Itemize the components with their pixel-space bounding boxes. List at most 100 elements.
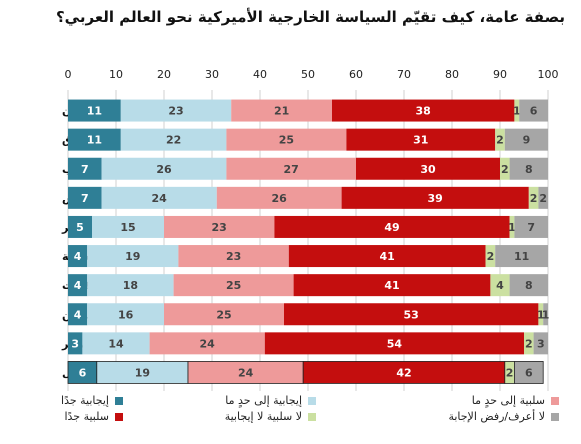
data-label: 41 <box>384 279 399 292</box>
x-tick-label: 70 <box>397 68 411 81</box>
data-label: 27 <box>284 163 299 176</box>
data-label: 19 <box>135 366 150 379</box>
data-label: 1 <box>513 105 521 118</box>
bar-segment <box>538 186 548 209</box>
bar-segment <box>178 245 289 268</box>
bar-segment <box>149 332 265 355</box>
data-label: 15 <box>120 221 135 234</box>
data-label: 23 <box>168 105 183 118</box>
data-label: 2 <box>539 192 547 205</box>
bar-segment <box>68 303 88 326</box>
data-label: 25 <box>279 134 294 147</box>
data-label: 8 <box>525 163 533 176</box>
x-tick-label: 50 <box>301 68 315 81</box>
bar-segment <box>68 157 102 180</box>
bar-segment <box>82 332 150 355</box>
data-label: 6 <box>530 105 538 118</box>
bar-segment <box>288 245 486 268</box>
data-label: 1 <box>542 308 550 321</box>
bar-segment <box>538 303 544 326</box>
bar-segment <box>509 274 548 297</box>
bar-segment <box>68 274 88 297</box>
bar-segment <box>528 186 539 209</box>
bar-segment <box>120 128 227 151</box>
data-label: 23 <box>226 250 241 263</box>
data-label: 24 <box>152 192 168 205</box>
bar-segment <box>101 186 217 209</box>
bar-segment <box>68 332 83 355</box>
data-label: 7 <box>527 221 535 234</box>
bar-segment <box>509 215 515 238</box>
bar-segment <box>514 215 548 238</box>
data-label: 2 <box>496 134 504 147</box>
data-label: 4 <box>74 308 82 321</box>
data-label: 2 <box>530 192 538 205</box>
data-label: 16 <box>118 308 134 321</box>
bar-segment <box>231 99 332 122</box>
bar-segment <box>274 215 510 238</box>
bar-segment <box>533 332 548 355</box>
bar-segment <box>341 186 529 209</box>
x-tick-label: 0 <box>65 68 72 81</box>
data-label: 7 <box>81 192 89 205</box>
data-label: 25 <box>226 279 241 292</box>
bar-segment <box>524 332 534 355</box>
data-label: 24 <box>200 337 216 350</box>
bar-segment <box>68 245 88 268</box>
bar-segment <box>216 186 342 209</box>
data-label: 14 <box>108 337 124 350</box>
bar-segment <box>264 332 524 355</box>
bar-segment <box>68 215 92 238</box>
x-tick-label: 20 <box>157 68 171 81</box>
bar-segment <box>514 99 520 122</box>
bar-segment <box>485 245 496 268</box>
bar-segment <box>346 128 496 151</box>
bar-segment <box>519 99 548 122</box>
bar-segment <box>293 274 491 297</box>
bar-segment <box>500 157 510 180</box>
data-label: 6 <box>525 366 533 379</box>
data-label: 4 <box>496 279 504 292</box>
bar-segment <box>173 274 294 297</box>
bar-segment <box>164 303 284 326</box>
bar-segment <box>87 303 164 326</box>
bar-segment <box>164 215 275 238</box>
bar-segment <box>495 128 505 151</box>
data-label: 26 <box>272 192 288 205</box>
data-label: 24 <box>238 366 254 379</box>
chart-title: بصفة عامة، كيف تقيّم السياسة الخارجية ال… <box>55 8 565 26</box>
data-label: 38 <box>416 105 431 118</box>
bar-segment <box>68 186 102 209</box>
bar-segment <box>120 99 232 122</box>
data-label: 11 <box>514 250 529 263</box>
x-tick-label: 40 <box>253 68 267 81</box>
data-label: 31 <box>413 134 428 147</box>
bar-segment <box>509 157 548 180</box>
bar-segment <box>87 274 174 297</box>
data-label: 2 <box>501 163 509 176</box>
bar-segment <box>226 128 347 151</box>
data-label: 21 <box>274 105 289 118</box>
x-tick-label: 60 <box>349 68 363 81</box>
data-label: 1 <box>537 308 545 321</box>
bar-segment <box>543 303 548 326</box>
bar-segment <box>514 361 544 384</box>
data-label: 49 <box>384 221 399 234</box>
data-label: 4 <box>74 250 82 263</box>
data-label: 3 <box>537 337 545 350</box>
data-label: 2 <box>506 366 514 379</box>
data-label: 1 <box>508 221 516 234</box>
x-tick-label: 100 <box>538 68 559 81</box>
bar-segment <box>68 128 121 151</box>
bar-segment <box>504 128 548 151</box>
bar-segment <box>495 245 548 268</box>
data-label: 9 <box>523 134 531 147</box>
data-label: 6 <box>79 366 87 379</box>
data-label: 25 <box>216 308 231 321</box>
data-label: 22 <box>166 134 181 147</box>
data-label: 54 <box>387 337 403 350</box>
bar-segment <box>87 245 179 268</box>
bar-segment <box>332 99 515 122</box>
data-label: 5 <box>76 221 84 234</box>
